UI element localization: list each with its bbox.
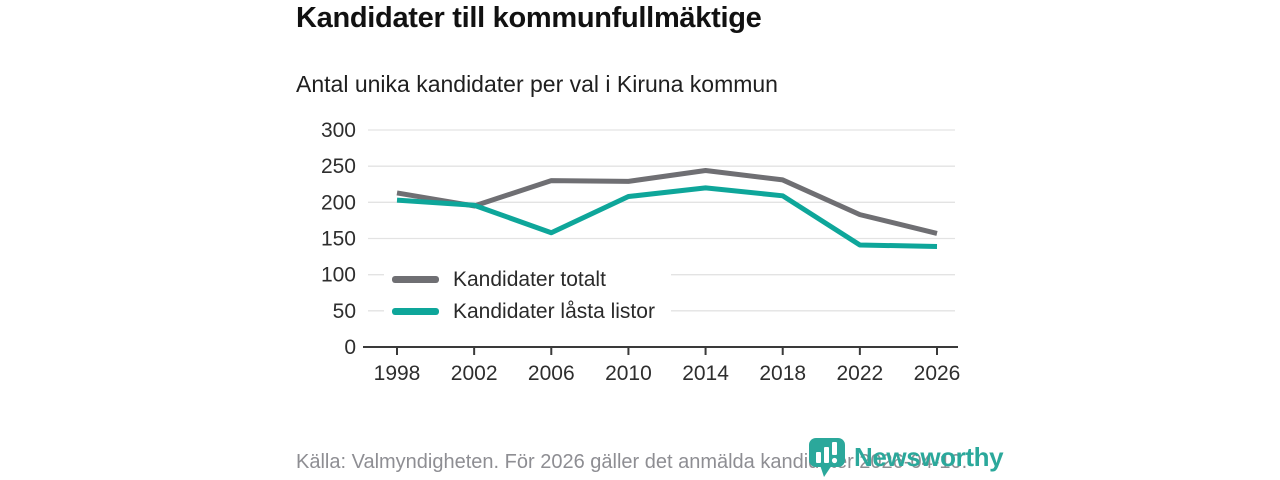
x-tick-label: 1998: [374, 362, 421, 385]
y-tick-label: 250: [321, 155, 356, 178]
legend-label-totalt: Kandidater totalt: [453, 267, 606, 291]
y-tick-label: 200: [321, 191, 356, 214]
y-tick-label: 50: [333, 300, 356, 323]
x-tick-label: 2010: [605, 362, 652, 385]
newsworthy-logo: Newsworthy: [806, 436, 1004, 478]
legend-item-kandidater-totalt: Kandidater totalt: [384, 264, 671, 295]
newsworthy-wordmark: Newsworthy: [854, 441, 1004, 472]
legend-swatch-lasta-listor: [392, 308, 439, 315]
series-line-1: [396, 185, 938, 249]
legend-swatch-totalt: [392, 276, 439, 283]
x-tick-label: 2026: [914, 362, 961, 385]
chart-subtitle: Antal unika kandidater per val i Kiruna …: [296, 71, 778, 97]
legend-label-lasta-listor: Kandidater låsta listor: [453, 299, 655, 323]
x-tick-label: 2018: [759, 362, 806, 385]
x-tick-label: 2006: [528, 362, 575, 385]
legend-item-kandidater-lasta-listor: Kandidater låsta listor: [384, 296, 671, 327]
x-tick-label: 2002: [451, 362, 498, 385]
x-tick-label: 2022: [836, 362, 883, 385]
series-line-0: [396, 168, 938, 236]
chart-legend: Kandidater totalt Kandidater låsta listo…: [384, 264, 671, 327]
y-tick-label: 300: [321, 119, 356, 142]
y-tick-label: 100: [321, 264, 356, 287]
line-chart: 0 50 100 150 200 250 300 1998 2002 2006 2010 2014 20…: [321, 119, 961, 385]
chart-title: Kandidater till kommunfullmäktige: [296, 2, 762, 34]
source-note: Källa: Valmyndigheten. För 2026 gäller d…: [296, 451, 968, 473]
logo-shapes: [809, 438, 845, 477]
y-tick-label: 0: [344, 336, 356, 359]
x-tick-label: 2014: [682, 362, 729, 385]
newsworthy-speech-bubble-bar-chart-icon: [809, 438, 845, 477]
y-tick-label: 150: [321, 228, 356, 251]
